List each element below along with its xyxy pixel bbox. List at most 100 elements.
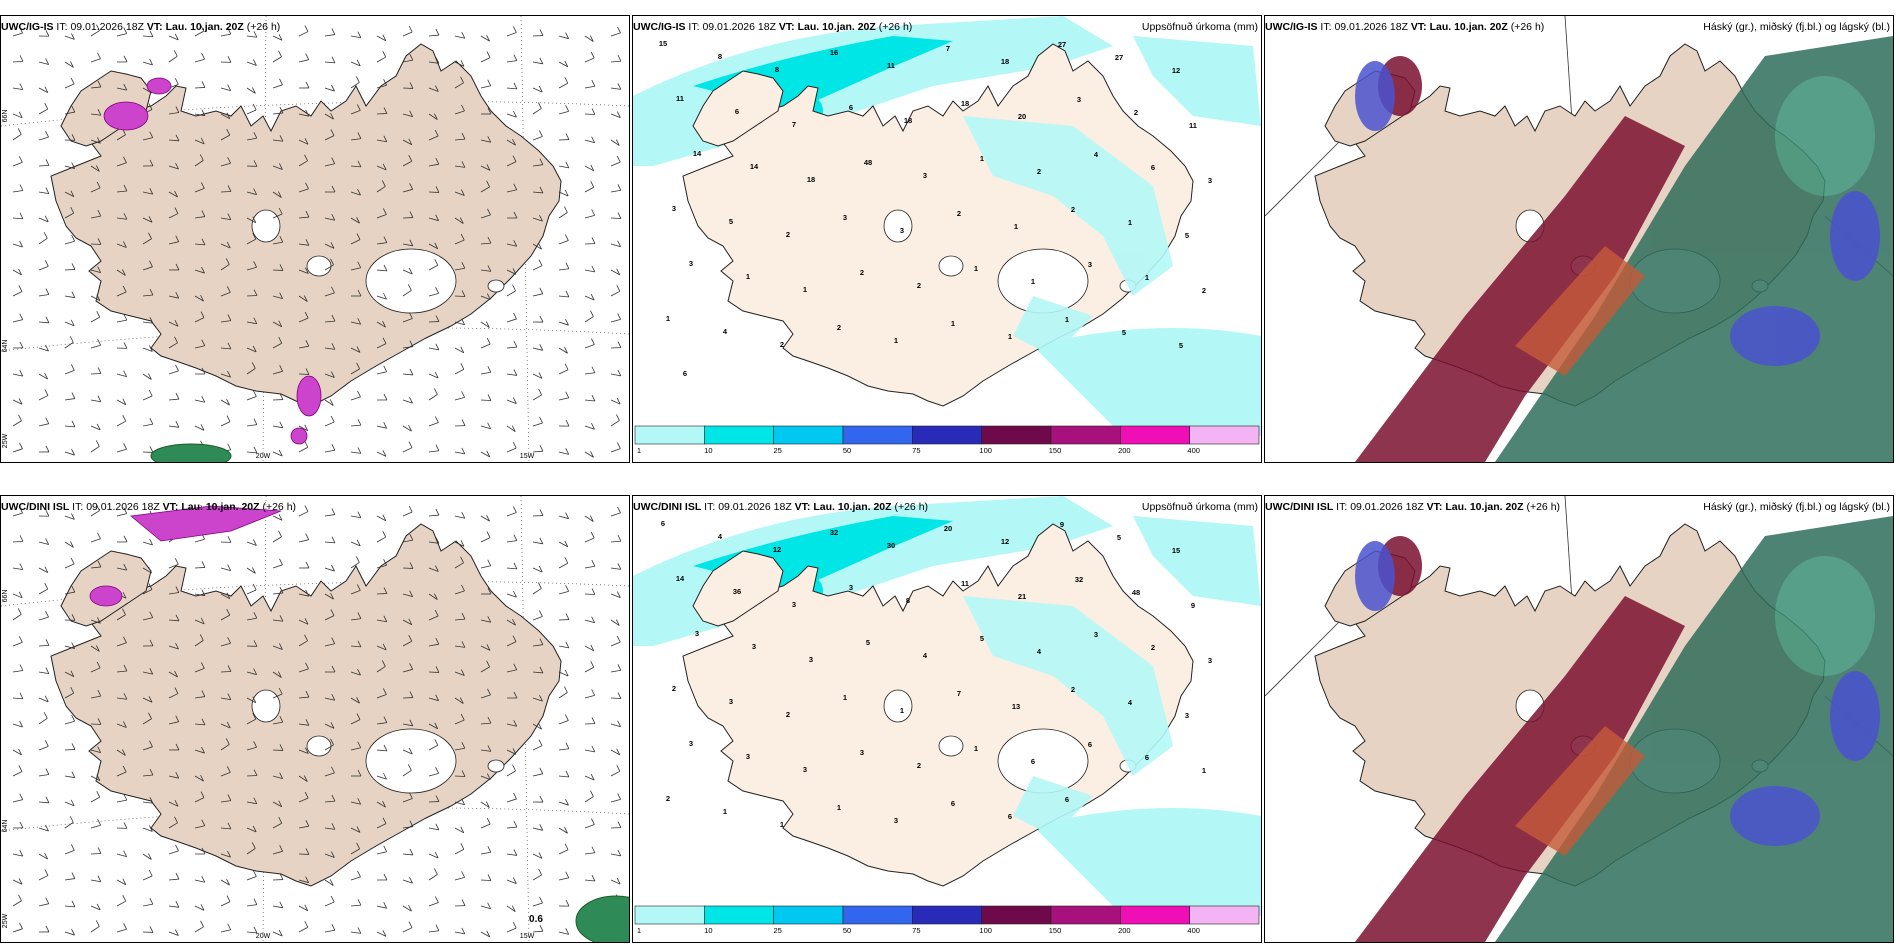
precip-value: 4 xyxy=(1094,150,1099,159)
iceland-landmass xyxy=(50,523,562,887)
precip-value: 12 xyxy=(773,545,781,554)
precip-value: 6 xyxy=(1088,740,1092,749)
panel-wind-dini: 66N 64N 25W 20W 15W 0.6 xyxy=(0,495,630,943)
precip-value: 11 xyxy=(676,94,684,103)
panel-precip-dini: 6 4 12 32 30 20 12 9 5 15 14 36 3 3 8 11 21 32 48 9 3 3 3 5 4 5 4 3… xyxy=(632,495,1262,943)
precip-value: 18 xyxy=(807,175,815,184)
precip-value: 1 xyxy=(974,264,978,273)
precip-value: 2 xyxy=(666,794,670,803)
precip-value: 1 xyxy=(746,272,750,281)
precip-value: 36 xyxy=(733,587,741,596)
precip-value: 3 xyxy=(849,583,853,592)
precip-value: 2 xyxy=(1134,108,1138,117)
precip-value: 4 xyxy=(1037,647,1042,656)
precip-value: 1 xyxy=(1145,273,1149,282)
precip-value: 18 xyxy=(961,99,969,108)
panel-wind-igis: 66N 64N 25W 20W 15W xyxy=(0,15,630,463)
precip-value: 32 xyxy=(830,528,838,537)
precip-value: 9 xyxy=(1060,520,1064,529)
precip-value: 3 xyxy=(860,748,864,757)
precip-value: 1 xyxy=(1014,222,1018,231)
precip-values: 6412323020129515143633811213248933354543… xyxy=(661,519,1212,829)
precip-value: 3 xyxy=(809,655,813,664)
precip-value: 5 xyxy=(729,217,733,226)
precip-value: 3 xyxy=(803,765,807,774)
axis-label: 15W xyxy=(520,453,535,460)
precip-value: 18 xyxy=(1001,57,1009,66)
precip-value: 15 xyxy=(659,39,667,48)
precip-value: 3 xyxy=(894,816,898,825)
precip-value: 3 xyxy=(1208,176,1212,185)
precip-value: 8 xyxy=(718,52,722,61)
panel-precip-igis: 15 8 8 16 11 7 18 27 27 12 11 6 7 6 18 18 20 3 2 11 14 14 18 48… xyxy=(632,15,1262,463)
precip-value: 1 xyxy=(900,706,904,715)
precip-value: 5 xyxy=(1179,341,1183,350)
colorbar-tick: 75 xyxy=(912,446,920,455)
precip-value: 5 xyxy=(980,634,984,643)
precip-value: 16 xyxy=(830,48,838,57)
precip-value: 4 xyxy=(923,651,928,660)
precip-value: 3 xyxy=(1185,711,1189,720)
colorbar-tick: 200 xyxy=(1118,926,1131,935)
axis-label: 66N xyxy=(2,110,9,123)
precip-value: 6 xyxy=(1031,757,1035,766)
precip-value: 2 xyxy=(860,268,864,277)
wind-barbs xyxy=(12,24,622,458)
colorbar-tick: 1 xyxy=(637,446,641,455)
colorbar-tick: 10 xyxy=(704,446,712,455)
precip-value: 2 xyxy=(917,281,921,290)
precip-colorbar: 1 10 25 50 75 100 150 200 400 xyxy=(634,425,1260,455)
precip-value: 3 xyxy=(689,259,693,268)
colorbar-tick: 400 xyxy=(1187,446,1200,455)
precip-value: 3 xyxy=(923,171,927,180)
colorbar-tick: 100 xyxy=(979,926,992,935)
colorbar-tick: 25 xyxy=(773,446,781,455)
colorbar-tick: 50 xyxy=(843,926,851,935)
panel-cloud-igis xyxy=(1264,15,1894,463)
precip-colorbar: 1 10 25 50 75 100 150 200 400 xyxy=(634,905,1260,935)
precip-value: 15 xyxy=(1172,546,1180,555)
wind-barbs xyxy=(12,504,622,938)
low-cloud-layer xyxy=(1355,541,1880,846)
precip-value: 2 xyxy=(672,684,676,693)
precip-value: 6 xyxy=(735,107,739,116)
precip-value: 3 xyxy=(1208,656,1212,665)
precip-value: 1 xyxy=(974,744,978,753)
precip-value: 3 xyxy=(695,629,699,638)
precip-value: 2 xyxy=(1037,167,1041,176)
convective-precip xyxy=(103,77,322,445)
precip-value: 3 xyxy=(1088,260,1092,269)
precip-value: 2 xyxy=(1071,685,1075,694)
map-canvas xyxy=(1265,496,1893,942)
precip-value: 27 xyxy=(1115,53,1123,62)
colorbar-tick: 150 xyxy=(1049,926,1062,935)
iceland-landmass xyxy=(50,43,562,407)
precip-value: 1 xyxy=(951,319,955,328)
precip-value: 2 xyxy=(786,230,790,239)
precip-value: 4 xyxy=(718,532,723,541)
map-canvas xyxy=(1265,16,1893,462)
precip-value: 1 xyxy=(803,285,807,294)
precip-value: 14 xyxy=(750,162,759,171)
precip-value: 3 xyxy=(672,204,676,213)
precip-value: 32 xyxy=(1075,575,1083,584)
precip-value: 3 xyxy=(689,739,693,748)
low-cloud-layer xyxy=(1355,61,1880,366)
colorbar-tick: 400 xyxy=(1187,926,1200,935)
precip-value: 1 xyxy=(780,820,784,829)
precip-value: 3 xyxy=(1094,630,1098,639)
precip-value: 20 xyxy=(1018,112,1026,121)
precip-over-land xyxy=(963,596,1173,836)
colorbar-tick: 25 xyxy=(773,926,781,935)
precip-value: 1 xyxy=(1008,332,1012,341)
panel-cloud-dini xyxy=(1264,495,1894,943)
precip-over-land xyxy=(963,116,1173,356)
precip-value: 14 xyxy=(676,574,685,583)
precip-value: 2 xyxy=(957,209,961,218)
precip-value: 3 xyxy=(1077,95,1081,104)
precip-value: 6 xyxy=(849,103,853,112)
wind-value: 0.6 xyxy=(529,914,543,925)
precip-value: 27 xyxy=(1058,40,1066,49)
precip-value: 12 xyxy=(1001,537,1009,546)
precip-value: 11 xyxy=(887,61,895,70)
